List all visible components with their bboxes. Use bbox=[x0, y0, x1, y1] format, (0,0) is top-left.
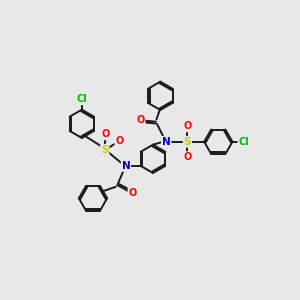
Text: O: O bbox=[136, 115, 145, 125]
Text: S: S bbox=[184, 137, 191, 147]
Text: O: O bbox=[101, 129, 110, 140]
Text: O: O bbox=[116, 136, 124, 146]
Text: S: S bbox=[101, 145, 109, 155]
Text: Cl: Cl bbox=[76, 94, 87, 104]
Text: O: O bbox=[183, 152, 191, 162]
Text: O: O bbox=[183, 122, 191, 131]
Text: N: N bbox=[122, 161, 130, 171]
Text: N: N bbox=[162, 137, 171, 147]
Text: O: O bbox=[128, 188, 136, 198]
Text: Cl: Cl bbox=[238, 137, 249, 147]
